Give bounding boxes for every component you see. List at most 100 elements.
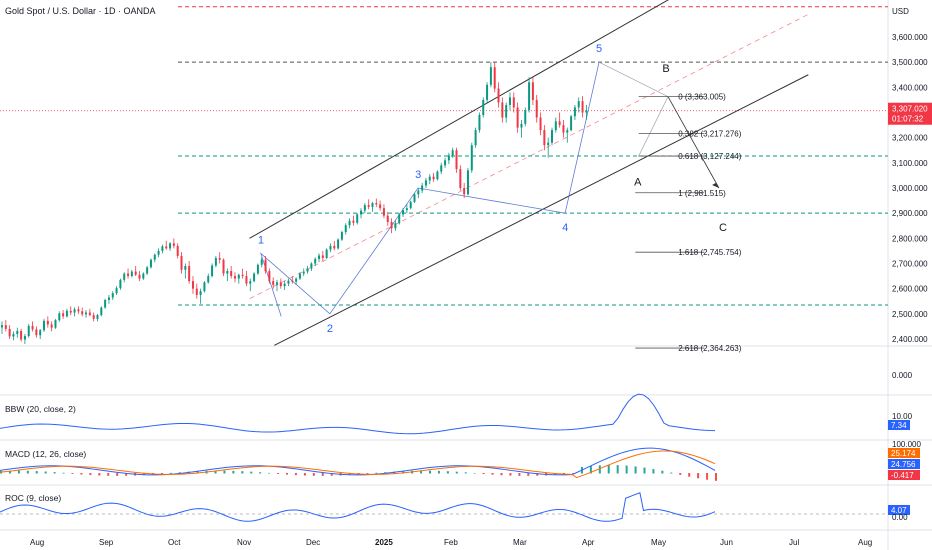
candle-body bbox=[153, 254, 156, 260]
candle-body bbox=[73, 309, 76, 313]
candle-body bbox=[436, 171, 439, 180]
candle-body bbox=[363, 205, 366, 211]
macd-line bbox=[0, 447, 716, 476]
candle-body bbox=[524, 109, 527, 124]
candle-body bbox=[390, 221, 393, 229]
candle-body bbox=[256, 264, 259, 274]
candle-body bbox=[276, 282, 279, 285]
candle-body bbox=[482, 99, 485, 116]
fib-label: 0.382 (3,217.276) bbox=[678, 129, 741, 138]
candle-body bbox=[65, 310, 68, 317]
candle-body bbox=[268, 271, 271, 282]
macd-badge bbox=[888, 448, 920, 458]
x-tick-label: Aug bbox=[30, 538, 44, 547]
candle-body bbox=[562, 125, 565, 133]
candle-body bbox=[226, 271, 229, 274]
candle-body bbox=[413, 194, 416, 202]
candle-body bbox=[379, 204, 382, 209]
x-tick-label: Mar bbox=[513, 538, 527, 547]
candle-body bbox=[58, 313, 61, 321]
candle-body bbox=[516, 107, 519, 128]
candle-body bbox=[31, 325, 34, 330]
macd-histogram-bar bbox=[321, 473, 324, 476]
macd-histogram-bar bbox=[250, 471, 253, 474]
candle-body bbox=[165, 246, 168, 249]
y-tick-label: 3,200.000 bbox=[892, 134, 928, 143]
candle-body bbox=[88, 312, 91, 316]
candle-body bbox=[302, 271, 305, 274]
y-tick-label: 2,700.000 bbox=[892, 260, 928, 269]
x-tick-label: Feb bbox=[444, 538, 458, 547]
wave-label-C: C bbox=[719, 222, 727, 234]
candle-body bbox=[310, 263, 313, 269]
macd-badge bbox=[888, 459, 920, 469]
candle-body bbox=[253, 273, 256, 282]
macd-histogram-bar bbox=[259, 472, 262, 474]
candle-body bbox=[119, 279, 122, 289]
macd-histogram-bar bbox=[572, 473, 574, 474]
candle-body bbox=[501, 102, 504, 118]
macd-histogram-bar bbox=[670, 472, 673, 474]
macd-histogram-bar bbox=[89, 473, 92, 476]
candle-body bbox=[329, 245, 332, 250]
candle-body bbox=[138, 274, 141, 279]
macd-histogram-bar bbox=[715, 473, 717, 481]
candle-body bbox=[585, 110, 588, 113]
macd-histogram-bar bbox=[634, 466, 637, 474]
candle-body bbox=[451, 150, 454, 156]
candle-body bbox=[382, 208, 385, 216]
candle-body bbox=[77, 309, 80, 312]
candle-body bbox=[375, 203, 378, 205]
macd-value: 24.756 bbox=[891, 460, 916, 469]
candle-body bbox=[191, 281, 194, 289]
candle-body bbox=[539, 117, 542, 131]
fib-label: 0 (3,363.005) bbox=[678, 93, 726, 102]
projection-arrow bbox=[667, 96, 720, 189]
candle-body bbox=[344, 225, 347, 233]
candle-body bbox=[520, 123, 523, 128]
time-axis[interactable]: Aug Sep Oct Nov Dec 2025 Feb Mar Apr May Jun Jul Aug bbox=[30, 538, 872, 547]
macd-histogram-bar bbox=[375, 472, 378, 474]
y-tick-label: 0.000 bbox=[892, 371, 913, 380]
candle-body bbox=[424, 180, 427, 186]
candle-body bbox=[398, 214, 401, 224]
macd-histogram-bar bbox=[312, 473, 315, 476]
candle-body bbox=[104, 299, 107, 308]
currency-label: USD bbox=[892, 7, 909, 16]
macd-histogram-bar bbox=[446, 471, 449, 474]
candle-body bbox=[348, 220, 351, 226]
macd-histogram-bar bbox=[214, 470, 217, 474]
candle-body bbox=[440, 165, 443, 172]
candle-body bbox=[16, 330, 19, 334]
macd-histogram-bar bbox=[697, 473, 700, 479]
candle-body bbox=[340, 232, 343, 240]
macd-histogram-bar bbox=[223, 470, 226, 474]
candle-body bbox=[115, 288, 118, 294]
macd-histogram-bar bbox=[62, 472, 65, 474]
candle-body bbox=[180, 255, 183, 270]
candle-body bbox=[493, 67, 496, 89]
bbw-badge bbox=[888, 420, 910, 430]
candle-body bbox=[314, 258, 317, 264]
candle-body bbox=[298, 273, 301, 279]
macd-histogram-bar bbox=[527, 473, 530, 476]
macd-histogram-bar bbox=[71, 473, 74, 474]
candle-body bbox=[558, 121, 561, 126]
candle-body bbox=[337, 239, 340, 249]
candle-body bbox=[230, 271, 233, 277]
candle-body bbox=[92, 315, 95, 319]
candle-body bbox=[463, 188, 466, 195]
x-tick-label: Oct bbox=[168, 538, 181, 547]
macd-histogram-bar bbox=[286, 473, 288, 475]
channel-mid bbox=[249, 13, 809, 300]
roc-tick: 0.00 bbox=[892, 513, 908, 522]
candle-body bbox=[466, 170, 469, 195]
candle-body bbox=[149, 259, 152, 268]
macd-histogram-bar bbox=[661, 470, 664, 474]
roc-line bbox=[0, 492, 716, 522]
price-axis[interactable]: 3,600.0003,500.0003,400.0003,300.0003,20… bbox=[888, 7, 932, 380]
macd-histogram-bar bbox=[98, 473, 101, 476]
x-tick-label: Jun bbox=[720, 538, 733, 547]
candle-body bbox=[360, 210, 363, 215]
